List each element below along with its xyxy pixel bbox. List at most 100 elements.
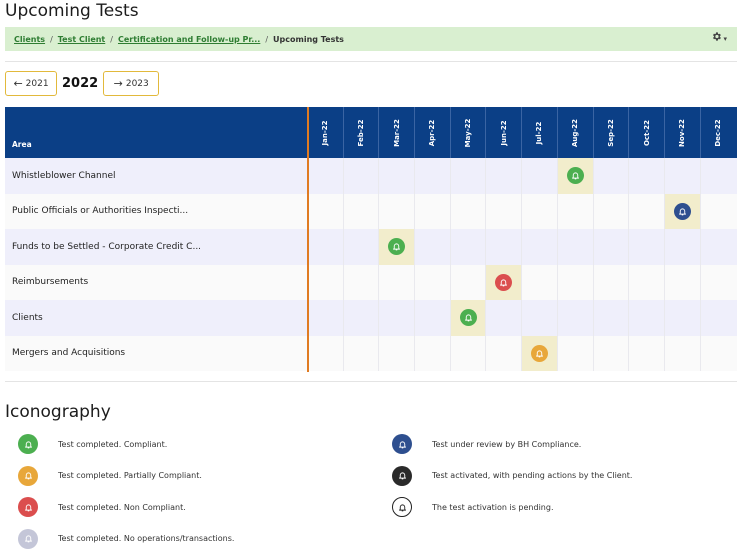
breadcrumb-link-certification[interactable]: Certification and Follow-up Pr...	[117, 34, 261, 44]
scheduled-test-cell[interactable]	[485, 264, 522, 300]
month-cell	[663, 158, 700, 194]
legend-label: Test completed. Compliant.	[58, 439, 168, 449]
month-header: Aug-22	[556, 107, 593, 158]
next-year-button[interactable]: → 2023	[103, 71, 160, 96]
month-cell	[485, 193, 521, 229]
scheduled-test-cell[interactable]	[521, 335, 557, 371]
settings-menu-button[interactable]: ▾	[711, 31, 727, 44]
month-cell	[521, 193, 557, 229]
month-cell	[307, 229, 343, 265]
month-cell	[592, 300, 629, 336]
bell-icon	[24, 503, 32, 511]
status-bell-no-operations	[18, 528, 38, 549]
legend-label: Test completed. Non Compliant.	[58, 502, 186, 512]
bell-icon	[571, 172, 579, 180]
area-name: Clients	[12, 312, 43, 323]
month-cell	[485, 158, 521, 194]
breadcrumb-link-test-client[interactable]: Test Client	[57, 34, 106, 44]
scheduled-test-cell[interactable]	[378, 229, 415, 265]
bell-icon	[398, 503, 406, 511]
breadcrumb-link-clients[interactable]: Clients	[14, 34, 46, 44]
status-bell-under-review	[673, 202, 691, 220]
grid-header: Area Jan-22 Feb-22 Mar-22 Apr-22 May-22 Jun-2…	[5, 107, 737, 158]
area-name: Public Officials or Authorities Inspecti…	[12, 206, 189, 217]
table-row: Mergers and Acquisitions	[5, 335, 737, 371]
area-name: Whistleblower Channel	[12, 170, 116, 181]
month-cell	[699, 229, 736, 265]
month-cell	[378, 300, 414, 336]
status-bell-activation-pending	[392, 497, 412, 517]
bell-icon	[398, 472, 406, 480]
breadcrumb-current: Upcoming Tests	[273, 34, 344, 44]
month-cell	[414, 300, 450, 336]
area-name: Funds to be Settled - Corporate Credit C…	[12, 241, 202, 252]
page-title: Upcoming Tests	[5, 1, 139, 21]
month-header: Apr-22	[414, 107, 450, 158]
month-header: Oct-22	[628, 107, 664, 158]
bell-icon	[500, 279, 508, 287]
scheduled-test-cell[interactable]	[449, 300, 486, 336]
month-cell	[592, 335, 629, 371]
bell-icon	[393, 243, 401, 251]
month-cell	[699, 158, 736, 194]
month-cell	[592, 158, 629, 194]
breadcrumb-separator: /	[50, 34, 53, 44]
year-navigation: ← 2021 2022 → 2023	[5, 71, 160, 96]
next-year-label: 2023	[125, 78, 149, 89]
scheduled-test-cell[interactable]	[663, 193, 700, 229]
month-cell	[378, 193, 414, 229]
month-cell	[378, 158, 414, 194]
status-bell-under-review	[392, 434, 412, 454]
iconography-title: Iconography	[5, 402, 111, 422]
month-cell	[628, 229, 664, 265]
legend-item: Test completed. Partially Compliant.	[18, 465, 202, 486]
month-cell	[556, 264, 593, 300]
month-header: Jan-22	[307, 107, 343, 158]
table-row: Clients	[5, 300, 737, 336]
month-header-label: Feb-22	[357, 119, 366, 146]
scheduled-test-cell[interactable]	[556, 158, 593, 194]
legend-label: Test activated, with pending actions by …	[432, 471, 633, 480]
breadcrumb-separator: /	[265, 34, 269, 44]
status-bell-compliant	[459, 309, 477, 327]
bell-icon	[536, 350, 543, 358]
legend-item: Test under review by BH Compliance.	[392, 434, 581, 454]
status-bell-compliant	[388, 238, 406, 256]
month-cell	[556, 193, 593, 229]
month-cell	[521, 264, 557, 300]
month-header: Jun-22	[485, 107, 521, 158]
month-cell	[628, 193, 664, 229]
legend-label: Test completed. Partially Compliant.	[58, 471, 202, 480]
legend-label: Test completed. No operations/transactio…	[58, 534, 235, 543]
month-cell	[592, 229, 629, 265]
month-header-label: Jun-22	[499, 119, 508, 146]
month-header-label: Apr-22	[428, 119, 437, 146]
bell-icon	[678, 208, 686, 216]
previous-year-label: 2021	[25, 78, 49, 89]
bell-icon	[24, 440, 32, 448]
arrow-right-icon: →	[113, 77, 123, 90]
breadcrumb: Clients / Test Client / Certification an…	[5, 27, 737, 51]
month-cell	[699, 335, 736, 371]
month-header-label: Aug-22	[571, 118, 580, 147]
month-cell	[485, 300, 521, 336]
month-header-label: Mar-22	[392, 118, 401, 147]
chevron-down-icon: ▾	[723, 35, 727, 43]
divider	[5, 381, 737, 382]
month-header: Jul-22	[521, 107, 557, 158]
month-header-label: Jan-22	[321, 120, 330, 145]
month-cell	[342, 264, 379, 300]
month-cell	[414, 335, 450, 371]
table-row: Reimbursements	[5, 264, 737, 300]
month-cell	[521, 229, 557, 265]
month-cell	[628, 300, 664, 336]
legend-item: Test completed. Compliant.	[18, 434, 167, 454]
month-cell	[414, 158, 450, 194]
status-bell-partially-compliant	[18, 465, 38, 486]
month-cell	[628, 264, 664, 300]
month-cell	[485, 335, 521, 371]
legend-label: The test activation is pending.	[432, 502, 554, 512]
month-cell	[342, 229, 379, 265]
status-bell-non-compliant	[495, 273, 513, 291]
previous-year-button[interactable]: ← 2021	[5, 71, 57, 96]
